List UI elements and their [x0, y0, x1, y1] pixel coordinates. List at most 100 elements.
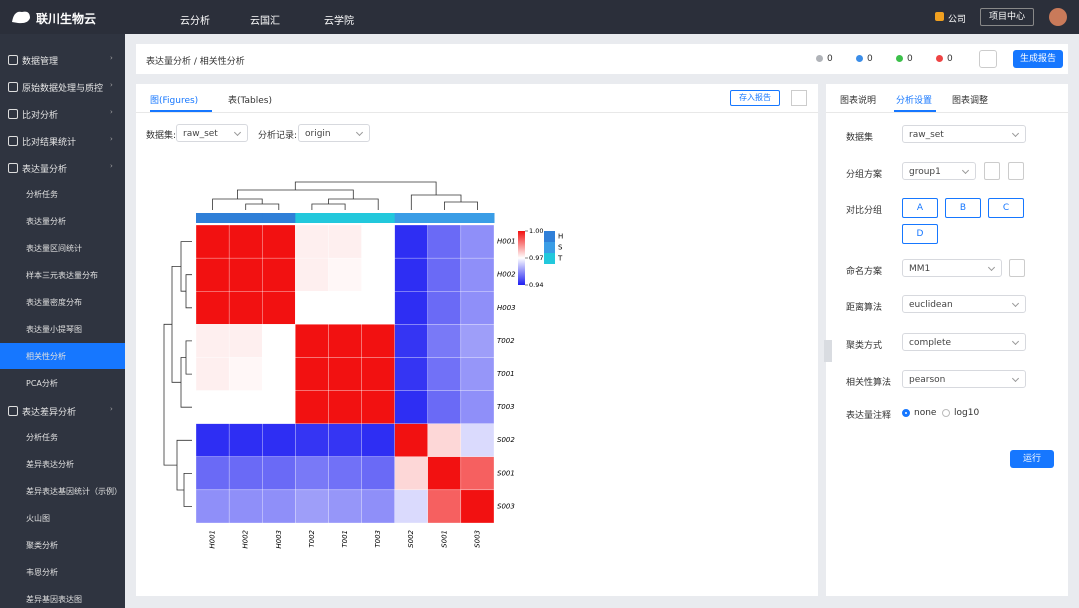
group-annotation	[196, 213, 230, 223]
menu-item[interactable]: 表达量区间统计	[26, 244, 82, 253]
heatmap-cell	[228, 224, 263, 259]
record-select[interactable]: origin	[298, 124, 370, 142]
filter-label: 分析记录:	[258, 131, 298, 141]
menu-item[interactable]: 表达量分析	[26, 217, 66, 226]
menu-item[interactable]: PCA分析	[26, 379, 58, 388]
nav-item[interactable]: 云学院	[324, 16, 354, 27]
tab-underline	[150, 110, 212, 112]
nav-item[interactable]: 云分析	[180, 16, 210, 27]
menu-item[interactable]: 分析任务	[26, 433, 58, 442]
heatmap-cell	[361, 489, 395, 524]
project-center[interactable]: 项目中心	[980, 8, 1034, 26]
heatmap-cell	[228, 324, 263, 358]
logo[interactable]: 联川生物云	[36, 12, 97, 26]
select[interactable]: complete	[902, 333, 1026, 351]
menu-item[interactable]: 样本三元表达量分布	[26, 271, 98, 280]
tab[interactable]: 分析设置	[896, 96, 933, 106]
radio[interactable]	[942, 409, 950, 417]
menu-item[interactable]: 差异表达分析	[26, 460, 74, 469]
group-annotation	[394, 213, 429, 223]
tab[interactable]: 表(Tables)	[228, 96, 272, 106]
select[interactable]: MM1	[902, 259, 1002, 277]
menu-item[interactable]: 差异表达基因统计（示例）	[26, 487, 122, 496]
select[interactable]: euclidean	[902, 295, 1026, 313]
group-option[interactable]: D	[902, 224, 938, 244]
download-button[interactable]	[791, 90, 807, 106]
menu-arrow: ›	[110, 135, 113, 143]
heatmap-cell	[195, 324, 230, 358]
menu-arrow: ›	[110, 54, 113, 62]
column-label: H003	[275, 530, 283, 549]
heatmap-cell	[394, 224, 428, 259]
row-label: S002	[497, 436, 515, 444]
settings-panel: 图表说明 分析设置 图表调整 运行 数据集 raw_set 分组方案 group1 对比…	[826, 84, 1068, 596]
menu-item[interactable]: 火山图	[26, 514, 50, 523]
run-button[interactable]: 运行	[1010, 450, 1054, 468]
menu-item[interactable]: 聚类分析	[26, 541, 58, 550]
column-label: T002	[308, 529, 316, 547]
tab[interactable]: 图表调整	[952, 96, 989, 106]
heatmap-cell	[361, 390, 395, 424]
heatmap-cell	[195, 489, 230, 524]
select[interactable]: raw_set	[902, 125, 1026, 143]
icon-button[interactable]	[984, 162, 1000, 180]
copy-button[interactable]	[979, 50, 997, 68]
menu-group[interactable]: 比对分析	[22, 111, 59, 121]
dendrogram	[163, 181, 478, 507]
menu-item[interactable]: 韦恩分析	[26, 568, 58, 577]
select[interactable]: group1	[902, 162, 976, 180]
colorbar-label: 1.00	[529, 227, 543, 235]
save-button[interactable]: 存入报告	[730, 90, 780, 106]
column-label: T001	[341, 530, 349, 548]
icon-button[interactable]	[1009, 259, 1025, 277]
menu-icon	[8, 55, 18, 65]
heatmap-cell	[361, 324, 395, 358]
heatmap-cell	[228, 456, 263, 491]
status-dot	[936, 55, 943, 62]
heatmap-cell	[460, 489, 495, 524]
icon-button[interactable]	[1008, 162, 1024, 180]
group-option[interactable]: A	[902, 198, 938, 218]
heatmap-cell	[328, 357, 362, 391]
collapse-handle[interactable]	[824, 340, 832, 362]
heatmap-cell	[295, 357, 329, 391]
legend-label: T	[557, 255, 563, 263]
menu-item[interactable]: 相关性分析	[26, 352, 66, 361]
heatmap-cell	[328, 257, 362, 292]
column-label: S001	[440, 530, 448, 548]
heatmap-cell	[460, 324, 495, 358]
menu-item[interactable]: 表达量密度分布	[26, 298, 82, 307]
legend-swatch	[544, 242, 555, 253]
radio[interactable]	[902, 409, 910, 417]
tab[interactable]: 图(Figures)	[150, 96, 199, 106]
nav-item[interactable]: 云国汇	[250, 16, 280, 27]
avatar[interactable]	[1049, 8, 1067, 26]
row-label: H001	[497, 238, 516, 246]
menu-group[interactable]: 表达差异分析	[22, 408, 77, 418]
company[interactable]: 公司	[948, 15, 967, 25]
dataset-select[interactable]: raw_set	[176, 124, 248, 142]
heatmap-cell	[394, 257, 428, 292]
report-button[interactable]: 生成报告	[1013, 50, 1063, 68]
menu-arrow: ›	[110, 162, 113, 170]
divider	[136, 112, 818, 113]
menu-item[interactable]: 差异基因表达图	[26, 595, 82, 604]
group-option[interactable]: C	[988, 198, 1024, 218]
heatmap-cell	[262, 423, 296, 457]
tab[interactable]: 图表说明	[840, 96, 877, 106]
column-label: S003	[473, 530, 481, 548]
menu-group[interactable]: 比对结果统计	[22, 138, 77, 148]
menu-group[interactable]: 原始数据处理与质控	[22, 84, 104, 94]
heatmap-cell	[460, 224, 495, 259]
menu-group[interactable]: 数据管理	[22, 57, 59, 67]
colorbar-label: 0.97	[529, 254, 543, 262]
column-label: S002	[407, 529, 415, 547]
group-option[interactable]: B	[945, 198, 981, 218]
menu-item[interactable]: 表达量小提琴图	[26, 325, 82, 334]
row-label: S003	[497, 502, 515, 510]
menu-group[interactable]: 表达量分析	[22, 165, 68, 175]
select[interactable]: pearson	[902, 370, 1026, 388]
menu-item[interactable]: 分析任务	[26, 190, 58, 199]
heatmap-cell	[295, 423, 329, 457]
